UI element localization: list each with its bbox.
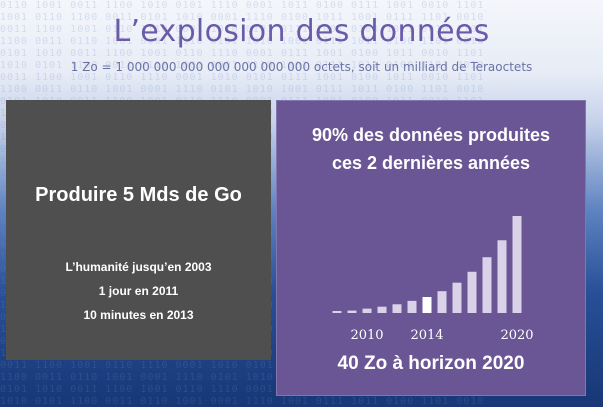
bar-2012 <box>392 304 402 313</box>
growth-bar-chart: 2010 2014 2020 <box>332 216 534 343</box>
bar-2020 <box>512 216 522 313</box>
bar-2016 <box>452 282 462 313</box>
left-panel-lines: L’humanité jusqu’en 2003 1 jour en 2011 … <box>6 255 271 327</box>
bar-2014 <box>422 296 432 313</box>
slide-title: L’explosion des données <box>113 14 490 49</box>
bar-2019 <box>497 240 507 313</box>
bar-2010 <box>362 308 372 313</box>
left-panel-line: 1 jour en 2011 <box>98 284 179 298</box>
left-panel-line: L’humanité jusqu’en 2003 <box>65 260 212 274</box>
bar-2017 <box>467 271 477 313</box>
right-panel-heading-line1: 90% des données produites <box>311 125 551 145</box>
right-panel: 90% des données produites ces 2 dernière… <box>276 100 586 396</box>
bar-2008 <box>332 311 342 313</box>
bar-2011 <box>377 306 387 313</box>
left-panel-heading: Produire 5 Mds de Go <box>35 184 242 206</box>
left-panel-line: 10 minutes en 2013 <box>83 308 194 322</box>
slide-subtitle: 1 Zo = 1 000 000 000 000 000 000 000 oct… <box>70 60 533 74</box>
tick-label-2014: 2014 <box>410 328 443 343</box>
tick-label-2010: 2010 <box>350 328 383 343</box>
left-panel: Produire 5 Mds de Go L’humanité jusqu’en… <box>6 100 271 360</box>
right-panel-footer: 40 Zo à horizon 2020 <box>337 353 525 374</box>
tick-label-2020: 2020 <box>500 328 533 343</box>
bar-2015 <box>437 291 447 313</box>
right-panel-heading: 90% des données produites ces 2 dernière… <box>277 121 585 177</box>
bar-2009 <box>347 310 357 313</box>
bar-2018 <box>482 257 492 313</box>
right-panel-heading-line2: ces 2 dernières années <box>331 153 531 173</box>
bar-2013 <box>407 300 417 313</box>
